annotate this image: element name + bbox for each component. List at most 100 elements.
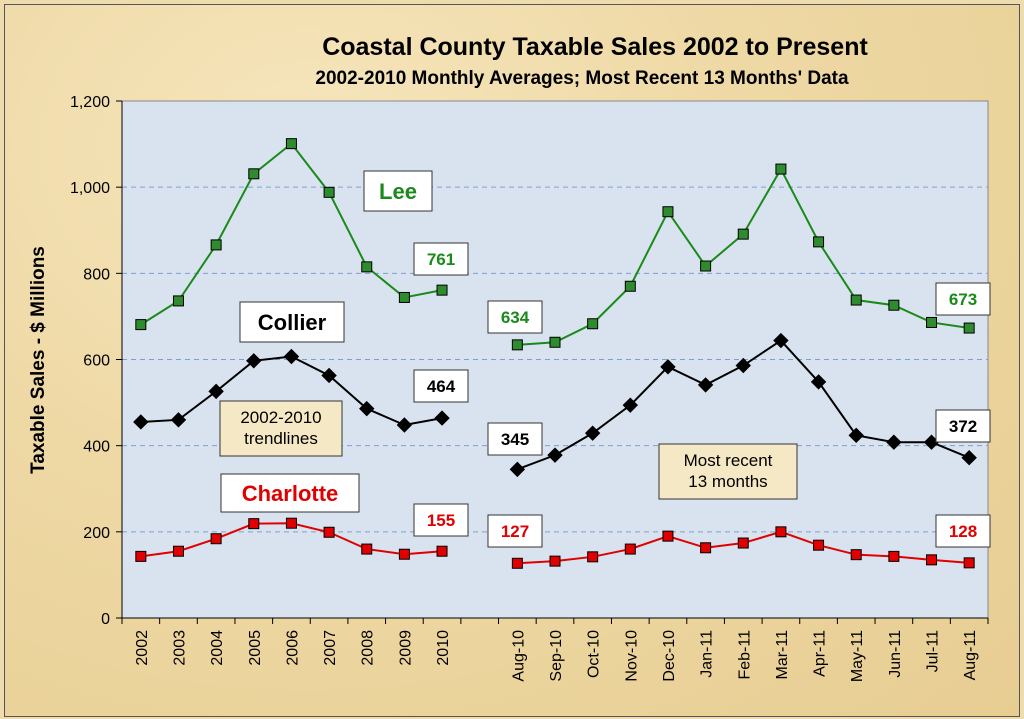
series-layer [133, 138, 977, 569]
recent-months-note-line: Most recent [684, 451, 773, 470]
collier-point [773, 332, 789, 349]
charlotte-point [888, 550, 900, 562]
lee-value-callout-box [935, 282, 991, 316]
charlotte-point [248, 518, 260, 530]
trendlines-note-line: trendlines [244, 429, 318, 448]
x-tick-label: 2005 [247, 630, 264, 666]
charlotte-point [398, 548, 410, 560]
collier-point [170, 412, 187, 428]
collier-value-callout-box [413, 369, 469, 403]
lee-point [549, 336, 561, 348]
x-tick-label: Oct-10 [586, 630, 603, 678]
x-tick-label: Jan-11 [699, 630, 716, 678]
lee-point [963, 322, 975, 334]
charlotte-value-callout: 127 [501, 522, 529, 541]
charlotte-point [511, 557, 523, 569]
x-tick-label: Nov-10 [623, 630, 640, 682]
lee-point [323, 186, 335, 198]
y-axis: 0 200 400 600 800 1,000 1,200 [70, 94, 123, 628]
y-tick-label: 1,200 [70, 94, 110, 111]
series-name-labels: Lee Collier Charlotte [220, 170, 433, 513]
x-tick-label: Sep-10 [548, 630, 565, 682]
charlotte-point [775, 526, 787, 538]
collier-point [321, 367, 337, 384]
collier-point [622, 397, 639, 413]
x-tick-label: 2006 [284, 630, 301, 666]
lee-point [850, 294, 862, 306]
lee-point [135, 319, 147, 331]
x-tick-label: Mar-11 [774, 630, 791, 680]
collier-point [547, 447, 563, 463]
trendlines-note-box [219, 400, 343, 457]
recent-months-note-line: 13 months [688, 472, 767, 491]
charlotte-point [436, 545, 448, 557]
charlotte-point [926, 554, 938, 566]
charlotte-point [737, 537, 749, 549]
lee-point [210, 239, 222, 251]
y-tick-label: 0 [101, 611, 110, 628]
lee-value-callout: 634 [501, 308, 530, 327]
chart-subtitle: 2002-2010 Monthly Averages; Most Recent … [315, 68, 849, 89]
collier-point [283, 348, 300, 365]
lee-point [737, 228, 749, 240]
charlotte-value-callout: 128 [949, 522, 977, 541]
x-tick-label: Jun-11 [887, 630, 904, 678]
collier-point [961, 450, 977, 466]
x-axis: 2002 2003 2004 2005 2006 2007 2008 2009 2010 Aug-… [121, 617, 989, 682]
charlotte-point [285, 517, 297, 529]
x-tick-label: Aug-11 [962, 630, 979, 681]
y-tick-label: 200 [83, 525, 110, 542]
lee-name-label: Lee [379, 179, 417, 204]
lee-point [813, 236, 825, 248]
chart-title: Coastal County Taxable Sales 2002 to Pre… [322, 33, 868, 61]
x-tick-label: 2010 [435, 630, 452, 666]
collier-point [660, 359, 676, 375]
charlotte-point [963, 557, 975, 569]
collier-point [396, 417, 413, 433]
charlotte-value-callout-box [413, 503, 469, 537]
lee-point [436, 284, 448, 296]
y-axis-label: Taxable Sales - $ Millions [28, 246, 49, 474]
collier-point [584, 425, 601, 441]
lee-point [398, 291, 410, 303]
lee-value-callout: 761 [427, 250, 455, 269]
collier-name-label: Collier [258, 310, 327, 335]
recent-months-note-box [658, 443, 798, 500]
x-tick-label: Apr-11 [812, 630, 829, 677]
value-callouts: 761 634 673 464 345 372 155 127 128 [413, 242, 991, 548]
lee-point [888, 299, 900, 311]
x-tick-label: 2007 [322, 630, 339, 666]
charlotte-name-label: Charlotte [242, 481, 339, 506]
y-tick-label: 800 [83, 266, 110, 283]
collier-point [848, 427, 864, 444]
collier-point [434, 410, 450, 426]
charlotte-point [850, 549, 862, 561]
lee-name-box [363, 170, 433, 212]
charlotte-point [323, 526, 335, 538]
x-tick-label: 2002 [134, 630, 151, 666]
lee-point [361, 261, 373, 273]
lee-point [587, 318, 599, 330]
collier-point [735, 357, 751, 374]
lee-point [511, 339, 523, 351]
collier-point [246, 353, 262, 369]
annotations: 2002-2010 trendlines Most recent 13 months [219, 400, 798, 500]
collier-point [509, 461, 526, 478]
collier-value-callout: 345 [501, 430, 529, 449]
x-tick-label: 2003 [171, 630, 188, 666]
x-tick-label: Feb-11 [736, 630, 753, 680]
y-tick-label: 1,000 [70, 180, 110, 197]
collier-name-box [239, 301, 345, 343]
charlotte-point [587, 551, 599, 563]
collier-value-callout-box [935, 409, 991, 443]
lee-value-callout-box [487, 300, 543, 334]
lee-point [248, 168, 260, 180]
collier-point [886, 434, 902, 450]
lee-point [662, 206, 674, 218]
x-tick-label: Dec-10 [661, 630, 678, 682]
collier-point [810, 374, 827, 390]
charlotte-value-callout-box [487, 514, 543, 548]
collier-value-callout: 372 [949, 417, 977, 436]
x-tick-label: May-11 [849, 630, 866, 682]
charlotte-value-callout: 155 [427, 511, 455, 530]
